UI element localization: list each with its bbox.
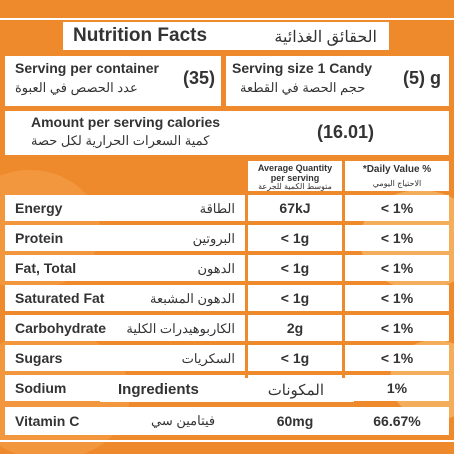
nutrient-value: 2g [286, 320, 304, 336]
serving-size-label: Serving size 1 Candy [232, 60, 373, 76]
serving-size-label-arabic: حجم الحصة في القطعة [240, 80, 366, 95]
nutrient-name: Energy [15, 200, 63, 216]
serving-per-container-box: Serving per container عدد الحصص في العبو… [5, 56, 221, 106]
nutrient-name-cell: Sugars السكريات [5, 345, 245, 371]
nutrient-daily-value-cell: < 1% [345, 225, 449, 251]
vitamin-label-arabic: فيتامين سي [151, 413, 216, 428]
avg-quantity-header-text: Average Quantity per serving [257, 163, 333, 183]
nutrient-daily-value: < 1% [380, 290, 414, 306]
serving-size-box: Serving size 1 Candy حجم الحصة في القطعة… [226, 56, 449, 106]
nutrient-daily-value-cell: 1% [345, 375, 449, 401]
nutrient-name-arabic: الدهون المشبعة [150, 291, 235, 306]
daily-value-header-arabic: الاحتياج اليومي [372, 179, 422, 188]
nutrient-name-arabic: الدهون [197, 261, 235, 276]
nutrient-daily-value: < 1% [380, 350, 414, 366]
nutrient-name: Saturated Fat [15, 290, 105, 306]
avg-quantity-header-arabic: متوسط الكمية للجرعة [258, 182, 332, 191]
nutrient-daily-value: 1% [386, 380, 408, 396]
nutrient-daily-value-cell: < 1% [345, 345, 449, 371]
nutrient-name: Sugars [15, 350, 63, 366]
nutrient-daily-value: < 1% [380, 200, 414, 216]
calories-value: (16.01) [317, 122, 375, 142]
nutrient-name: Fat, Total [15, 260, 77, 276]
nutrient-value: 67kJ [279, 200, 311, 216]
nutrient-name-arabic: السكريات [181, 351, 235, 366]
nutrient-name-cell: Carbohydrate الكاربوهيدرات الكلية [5, 315, 245, 341]
nutrient-value: < 1g [280, 230, 310, 246]
serving-per-container-value: (35) [182, 68, 215, 88]
nutrient-name-cell: Energy الطاقة [5, 195, 245, 221]
title-arabic: الحقائق الغذائية [274, 29, 377, 46]
nutrient-value-cell: 2g [248, 315, 342, 341]
nutrient-daily-value: < 1% [380, 320, 414, 336]
daily-value-header-text: *Daily Value % [362, 164, 432, 175]
nutrient-name-arabic: الطاقة [199, 201, 235, 216]
nutrient-value-cell: < 1g [248, 345, 342, 371]
nutrient-daily-value-cell: < 1% [345, 315, 449, 341]
vitamin-daily-value: 66.67% [373, 413, 421, 429]
calories-label-arabic: كمية السعرات الحرارية لكل حصة [31, 133, 210, 148]
nutrient-name: Sodium [15, 380, 67, 396]
nutrient-value: < 1g [280, 350, 310, 366]
nutrient-daily-value-cell: < 1% [345, 255, 449, 281]
nutrient-value-cell: < 1g [248, 285, 342, 311]
title-english: Nutrition Facts [73, 25, 208, 46]
daily-value-header: *Daily Value % الاحتياج اليومي [345, 161, 449, 191]
ingredients-label-arabic: المكونات [267, 382, 324, 399]
nutrient-name: Protein [15, 230, 64, 246]
avg-quantity-header: Average Quantity per serving متوسط الكمي… [248, 161, 342, 191]
calories-label: Amount per serving calories [31, 114, 221, 130]
title-bar: Nutrition Facts الحقائق الغذائية [63, 22, 389, 50]
nutrient-daily-value-cell: < 1% [345, 195, 449, 221]
nutrient-daily-value: < 1% [380, 230, 414, 246]
nutrient-name-cell: Saturated Fat الدهون المشبعة [5, 285, 245, 311]
nutrient-name-arabic: الكاربوهيدرات الكلية [126, 321, 235, 336]
nutrient-name: Carbohydrate [15, 320, 107, 336]
nutrient-value: < 1g [280, 290, 310, 306]
serving-per-container-label-arabic: عدد الحصص في العبوة [15, 80, 138, 95]
vitamin-row: Vitamin C فيتامين سي 60mg 66.67% [5, 407, 449, 435]
nutrition-facts-label: Nutrition Facts الحقائق الغذائية Serving… [0, 18, 454, 442]
nutrient-value-cell: 67kJ [248, 195, 342, 221]
nutrient-daily-value-cell: < 1% [345, 285, 449, 311]
serving-size-value: (5) g [403, 68, 441, 88]
nutrient-name-cell: Fat, Total الدهون [5, 255, 245, 281]
nutrient-name-cell: Protein البروتين [5, 225, 245, 251]
serving-per-container-label: Serving per container [15, 60, 159, 76]
nutrient-name-arabic: البروتين [192, 231, 235, 246]
nutrient-value-cell: < 1g [248, 225, 342, 251]
nutrient-daily-value: < 1% [380, 260, 414, 276]
vitamin-label: Vitamin C [15, 413, 80, 429]
nutrient-value: < 1g [280, 260, 310, 276]
nutrient-value-cell: < 1g [248, 255, 342, 281]
calories-box: Amount per serving calories كمية السعرات… [5, 111, 449, 155]
ingredients-label: Ingredients [118, 381, 199, 398]
vitamin-value: 60mg [276, 413, 314, 429]
ingredients-header: Ingredients المكونات [100, 378, 354, 402]
